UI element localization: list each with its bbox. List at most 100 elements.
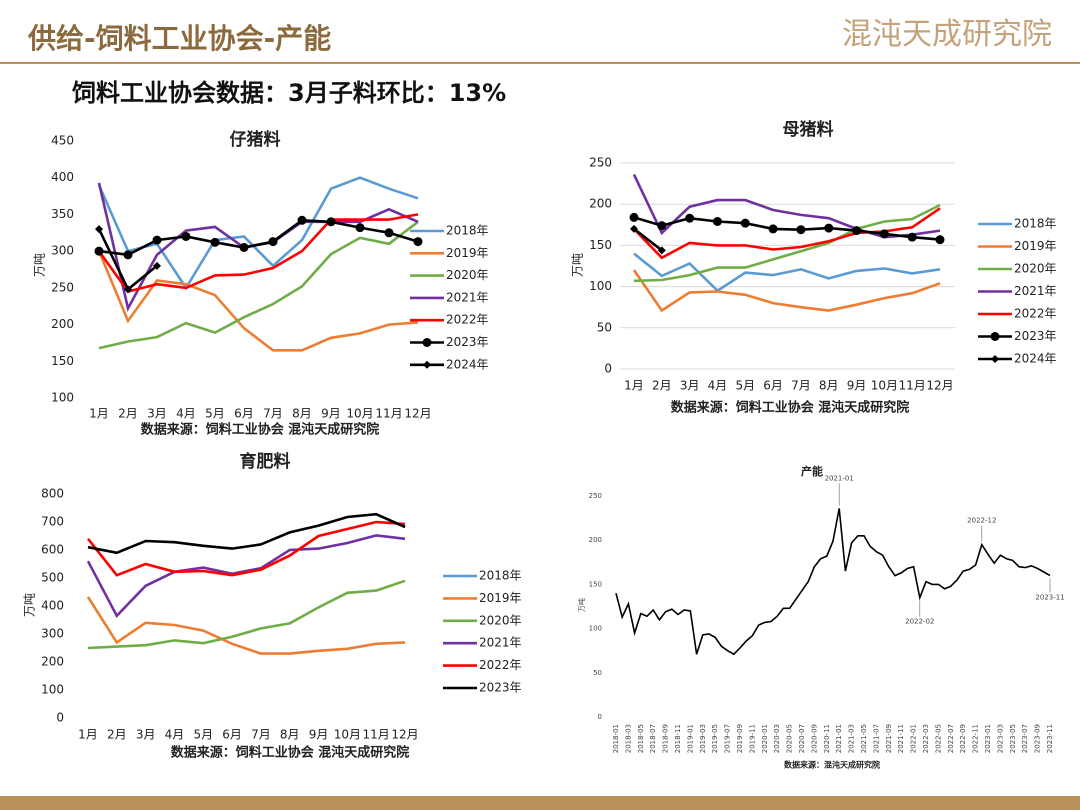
x-tick-label: 7月 [263, 407, 283, 421]
series-line [86, 596, 406, 655]
chart-title: 育肥料 [240, 451, 291, 472]
marker [712, 217, 722, 227]
x-tick-label: 2018-11 [674, 724, 682, 753]
marker [123, 250, 133, 260]
series-line [98, 218, 419, 257]
x-tick-label: 2018-05 [637, 724, 645, 753]
marker [657, 221, 667, 231]
logo: 混沌天成研究院 [842, 17, 1052, 52]
x-tick-label: 2021-11 [897, 724, 905, 753]
x-tick-label: 2020-09 [810, 724, 818, 753]
marker [94, 246, 104, 256]
legend-marker [422, 338, 432, 347]
series-line [632, 269, 941, 313]
chart-title: 母猪料 [783, 119, 834, 140]
y-tick-label: 300 [51, 244, 74, 258]
marker [907, 232, 917, 242]
x-tick-label: 2023-03 [996, 724, 1004, 753]
x-tick-label: 1月 [78, 728, 98, 742]
x-tick-label: 12月 [391, 728, 418, 742]
x-tick-label: 2023-07 [1021, 724, 1029, 753]
legend-marker [423, 360, 431, 369]
marker [210, 237, 220, 247]
x-tick-label: 2022-07 [947, 724, 955, 753]
series-line [633, 203, 941, 283]
series-line [632, 173, 941, 239]
x-tick-label: 5月 [735, 379, 755, 393]
x-tick-label: 2月 [107, 728, 127, 742]
legend-label: 2021年 [446, 290, 489, 304]
series-line [97, 213, 419, 293]
y-tick-label: 50 [597, 320, 612, 334]
y-tick-label: 250 [589, 156, 612, 170]
legend-label: 2020年 [479, 613, 522, 627]
x-tick-label: 4月 [708, 379, 728, 393]
x-tick-label: 12月 [404, 407, 431, 421]
x-tick-label: 9月 [321, 407, 341, 421]
source-note: 数据来源：饲料工业协会 混沌天成研究院 [671, 400, 910, 416]
x-tick-label: 4月 [176, 407, 196, 421]
legend-label: 2021年 [1014, 284, 1057, 298]
subtitle: 饲料工业协会数据：3月子料环比：13% [71, 79, 506, 107]
y-tick-label: 400 [41, 599, 64, 613]
y-tick-label: 200 [589, 197, 612, 211]
annotation: 2023-11 [1035, 594, 1064, 602]
x-tick-label: 9月 [847, 379, 867, 393]
marker [685, 213, 695, 223]
y-tick-label: 200 [51, 317, 74, 331]
legend-label: 2024年 [1014, 352, 1057, 366]
legend-label: 2022年 [1014, 307, 1057, 321]
series-line [633, 207, 941, 260]
x-tick-label: 11月 [375, 407, 402, 421]
y-tick-label: 400 [51, 170, 74, 184]
x-tick-label: 2022-09 [959, 724, 967, 753]
marker [268, 237, 278, 247]
legend-label: 2023年 [479, 681, 522, 695]
marker [152, 235, 162, 245]
x-tick-label: 8月 [819, 379, 839, 393]
y-tick-label: 100 [41, 683, 64, 697]
series-line [98, 220, 419, 350]
x-tick-label: 6月 [222, 728, 242, 742]
footer-bar [0, 796, 1080, 810]
x-tick-label: 3月 [680, 379, 700, 393]
series-line [615, 508, 1051, 656]
x-tick-label: 2019-09 [736, 724, 744, 753]
marker [297, 215, 307, 225]
source-note: 数据来源：混沌天成研究院 [784, 760, 880, 770]
x-tick-label: 3月 [147, 407, 167, 421]
marker [824, 223, 834, 233]
x-tick-label: 5月 [205, 407, 225, 421]
y-tick-label: 150 [51, 354, 74, 368]
legend-label: 2020年 [1014, 262, 1057, 276]
x-tick-label: 5月 [193, 728, 213, 742]
x-tick-label: 4月 [165, 728, 185, 742]
x-tick-label: 10月 [871, 379, 898, 393]
x-tick-label: 6月 [763, 379, 783, 393]
x-tick-label: 2020-11 [823, 724, 831, 753]
legend-label: 2019年 [446, 246, 489, 260]
source-note: 数据来源：饲料工业协会 混沌天成研究院 [141, 422, 380, 438]
x-tick-label: 2019-05 [711, 724, 719, 753]
legend-label: 2018年 [479, 569, 522, 583]
x-tick-label: 2023-01 [984, 724, 992, 753]
y-tick-label: 0 [56, 711, 64, 725]
x-tick-label: 6月 [234, 407, 254, 421]
x-tick-label: 2018-09 [662, 724, 670, 753]
annotation: 2022-02 [905, 618, 934, 626]
x-tick-label: 2021-09 [885, 724, 893, 753]
series-line [633, 216, 941, 241]
annotation: 2021-01 [825, 474, 854, 482]
x-tick-label: 2023-05 [1009, 724, 1017, 753]
x-tick-label: 2019-11 [748, 724, 756, 753]
x-tick-label: 11月 [899, 379, 926, 393]
x-tick-label: 2021-07 [872, 724, 880, 753]
x-tick-label: 2月 [118, 407, 138, 421]
x-tick-label: 8月 [292, 407, 312, 421]
legend-label: 2019年 [1014, 239, 1057, 253]
marker [413, 237, 423, 247]
x-tick-label: 7月 [791, 379, 811, 393]
y-tick-label: 600 [41, 543, 64, 557]
